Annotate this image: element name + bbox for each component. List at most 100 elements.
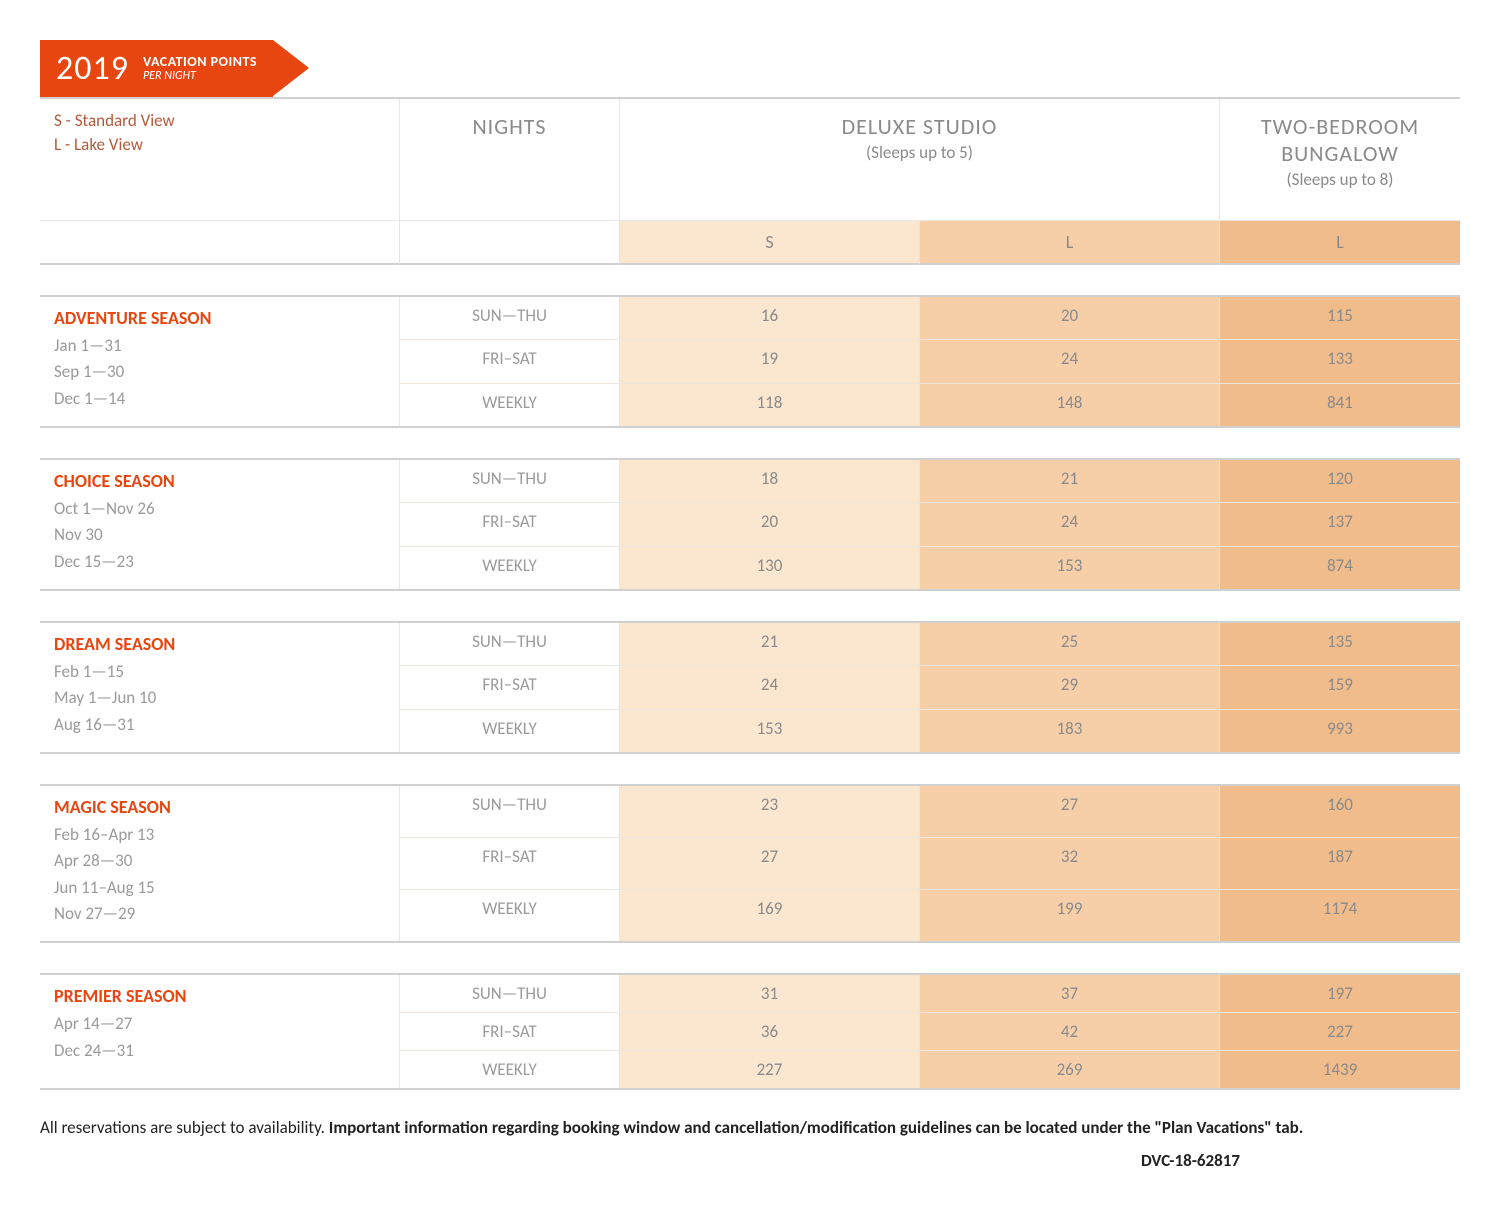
value-cell-l2: 874 — [1220, 547, 1460, 589]
nights-cell: WEEKLY — [400, 890, 620, 941]
value-cell-s: 153 — [620, 710, 920, 752]
seasons-container: ADVENTURE SEASON Jan 1—31Sep 1—30Dec 1—14… — [40, 295, 1460, 1090]
season-date-line: Nov 30 — [54, 522, 385, 548]
value-cell-s: 31 — [620, 975, 920, 1013]
value-cell-l2: 120 — [1220, 460, 1460, 503]
sll-s-label: S — [620, 221, 920, 265]
value-cell-l1: 37 — [920, 975, 1220, 1013]
season-left: DREAM SEASON Feb 1—15May 1—Jun 10Aug 16—3… — [40, 623, 400, 752]
doc-reference: DVC-18-62817 — [40, 1150, 1460, 1171]
season-date-line: Oct 1—Nov 26 — [54, 496, 385, 522]
banner-per-night: PER NIGHT — [143, 70, 257, 83]
value-cell-l1: 199 — [920, 890, 1220, 941]
value-cell-s: 227 — [620, 1051, 920, 1088]
value-cell-l2: 1439 — [1220, 1051, 1460, 1088]
season-date-line: Jan 1—31 — [54, 333, 385, 359]
season-name: DREAM SEASON — [54, 633, 385, 655]
value-cell-l1: 20 — [920, 297, 1220, 340]
season-date-line: Sep 1—30 — [54, 359, 385, 385]
sll-spacer-2 — [400, 221, 620, 265]
season-date-line: Apr 28—30 — [54, 848, 385, 874]
sll-row: S L L — [40, 221, 1460, 265]
value-cell-l1: 269 — [920, 1051, 1220, 1088]
nights-cell: SUN—THU — [400, 460, 620, 503]
nights-cell: WEEKLY — [400, 384, 620, 426]
value-cell-l1: 21 — [920, 460, 1220, 503]
value-cell-s: 16 — [620, 297, 920, 340]
sll-l1-label: L — [920, 221, 1220, 265]
season-name: CHOICE SEASON — [54, 470, 385, 492]
season-date-line: Aug 16—31 — [54, 712, 385, 738]
legend-lake: L - Lake View — [54, 133, 385, 157]
value-cell-s: 20 — [620, 503, 920, 546]
season-block: PREMIER SEASONApr 14—27Dec 24—31SUN—THU3… — [40, 973, 1460, 1090]
value-cell-s: 23 — [620, 786, 920, 838]
value-cell-l1: 42 — [920, 1013, 1220, 1051]
season-date-line: Jun 11–Aug 15 — [54, 875, 385, 901]
value-cell-l2: 137 — [1220, 503, 1460, 546]
season-name: PREMIER SEASON — [54, 985, 385, 1007]
banner-sub: VACATION POINTS PER NIGHT — [143, 54, 257, 83]
season-date-line: Dec 1—14 — [54, 386, 385, 412]
value-cell-s: 18 — [620, 460, 920, 503]
col-head-nights: NIGHTS — [400, 99, 620, 221]
value-cell-l1: 27 — [920, 786, 1220, 838]
nights-cell: FRI–SAT — [400, 340, 620, 383]
value-cell-s: 24 — [620, 666, 920, 709]
value-cell-s: 19 — [620, 340, 920, 383]
footer-plain: All reservations are subject to availabi… — [40, 1117, 329, 1138]
season-dates: Feb 16–Apr 13Apr 28—30Jun 11–Aug 15Nov 2… — [54, 822, 385, 927]
value-cell-s: 27 — [620, 838, 920, 890]
banner-triangle — [273, 40, 309, 96]
value-cell-l2: 227 — [1220, 1013, 1460, 1051]
value-cell-s: 169 — [620, 890, 920, 941]
bungalow-sub: (Sleeps up to 8) — [1228, 169, 1452, 190]
season-dates: Jan 1—31Sep 1—30Dec 1—14 — [54, 333, 385, 412]
value-cell-s: 130 — [620, 547, 920, 589]
value-cell-l1: 24 — [920, 340, 1220, 383]
sll-l2-label: L — [1220, 221, 1460, 265]
nights-cell: FRI–SAT — [400, 1013, 620, 1051]
banner-red-block: 2019 VACATION POINTS PER NIGHT — [40, 40, 273, 97]
season-date-line: May 1—Jun 10 — [54, 685, 385, 711]
value-cell-l1: 32 — [920, 838, 1220, 890]
header-grid: S - Standard View L - Lake View NIGHTS D… — [40, 97, 1460, 221]
nights-cell: WEEKLY — [400, 1051, 620, 1088]
value-cell-l1: 148 — [920, 384, 1220, 426]
nights-cell: WEEKLY — [400, 547, 620, 589]
nights-cell: WEEKLY — [400, 710, 620, 752]
deluxe-title: DELUXE STUDIO — [628, 113, 1211, 140]
season-left: ADVENTURE SEASON Jan 1—31Sep 1—30Dec 1—14 — [40, 297, 400, 426]
nights-cell: SUN—THU — [400, 623, 620, 666]
nights-cell: SUN—THU — [400, 297, 620, 340]
bungalow-title: TWO-BEDROOM BUNGALOW — [1228, 113, 1452, 167]
legend-standard: S - Standard View — [54, 109, 385, 133]
value-cell-l1: 29 — [920, 666, 1220, 709]
value-cell-l2: 135 — [1220, 623, 1460, 666]
banner-year: 2019 — [56, 48, 129, 89]
season-date-line: Nov 27—29 — [54, 901, 385, 927]
season-dates: Feb 1—15May 1—Jun 10Aug 16—31 — [54, 659, 385, 738]
season-date-line: Dec 15—23 — [54, 549, 385, 575]
value-cell-l2: 187 — [1220, 838, 1460, 890]
season-name: ADVENTURE SEASON — [54, 307, 385, 329]
season-block: ADVENTURE SEASON Jan 1—31Sep 1—30Dec 1—14… — [40, 295, 1460, 428]
season-block: CHOICE SEASON Oct 1—Nov 26Nov 30Dec 15—23… — [40, 458, 1460, 591]
season-left: PREMIER SEASONApr 14—27Dec 24—31 — [40, 975, 400, 1088]
footer-note: All reservations are subject to availabi… — [40, 1116, 1460, 1140]
value-cell-l2: 133 — [1220, 340, 1460, 383]
value-cell-s: 36 — [620, 1013, 920, 1051]
value-cell-l2: 160 — [1220, 786, 1460, 838]
col-head-bungalow: TWO-BEDROOM BUNGALOW (Sleeps up to 8) — [1220, 99, 1460, 221]
value-cell-l2: 115 — [1220, 297, 1460, 340]
value-cell-l2: 993 — [1220, 710, 1460, 752]
value-cell-s: 118 — [620, 384, 920, 426]
season-date-line: Feb 1—15 — [54, 659, 385, 685]
season-dates: Oct 1—Nov 26Nov 30Dec 15—23 — [54, 496, 385, 575]
season-left: MAGIC SEASONFeb 16–Apr 13Apr 28—30Jun 11… — [40, 786, 400, 941]
value-cell-l1: 25 — [920, 623, 1220, 666]
nights-cell: FRI–SAT — [400, 666, 620, 709]
season-date-line: Dec 24—31 — [54, 1038, 385, 1064]
legend-cell: S - Standard View L - Lake View — [40, 99, 400, 221]
season-date-line: Feb 16–Apr 13 — [54, 822, 385, 848]
